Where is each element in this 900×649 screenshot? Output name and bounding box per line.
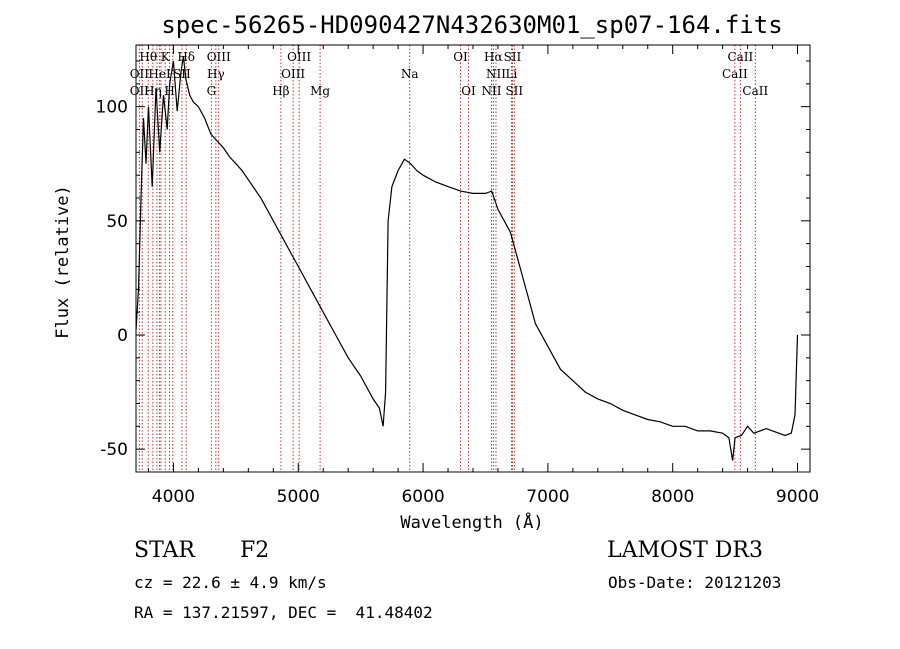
spectral-line-label: K <box>161 50 171 64</box>
spectral-line-label: OIII <box>207 50 231 64</box>
spectral-line-label: SII <box>505 84 523 98</box>
x-tick-label: 7000 <box>526 487 569 507</box>
spectral-line-label: Hβ <box>272 84 289 98</box>
spectral-line-label: NII <box>486 67 506 81</box>
x-tick-label: 8000 <box>651 487 694 507</box>
spectral-line-label: HeI <box>148 67 171 81</box>
spectral-line-label: OI <box>453 50 468 64</box>
spectral-line-label: NII <box>481 84 501 98</box>
y-tick-label: -50 <box>100 440 128 460</box>
x-axis-label: Wavelength (Å) <box>400 511 543 533</box>
y-tick-label: 0 <box>117 326 128 346</box>
subclass-label: F2 <box>240 538 270 563</box>
spectral-line-label: Mg <box>310 84 330 98</box>
spectral-line-label: OI <box>461 84 476 98</box>
spectral-line-label: OII <box>130 84 150 98</box>
spectral-line-label: Na <box>401 67 419 81</box>
line-marker-group <box>138 45 756 472</box>
spectral-line-label: SII <box>504 50 522 64</box>
y-tick-label: 50 <box>106 212 128 232</box>
class-label: STAR <box>134 538 195 563</box>
spectral-line-label: Hγ <box>207 67 225 81</box>
spectral-line-label: OII <box>130 67 150 81</box>
coordinates-readout: RA = 137.21597, DEC = 41.48402 <box>134 603 433 622</box>
spectral-line-label: G <box>207 84 217 98</box>
spectral-line-label: Hη <box>144 84 162 98</box>
survey-label: LAMOST DR3 <box>607 538 763 563</box>
chart-title: spec-56265-HD090427N432630M01_sp07-164.f… <box>161 11 782 39</box>
spectral-line-label: OIII <box>281 67 305 81</box>
x-tick-label: 6000 <box>401 487 444 507</box>
y-axis-ticks: -50 0 50 100 <box>96 60 810 473</box>
x-tick-label: 5000 <box>277 487 320 507</box>
spectral-line-label: CaII <box>722 67 748 81</box>
plot-frame <box>135 44 811 473</box>
spectral-line-label: OIII <box>287 50 311 64</box>
spectral-line-label: SII <box>173 67 191 81</box>
spectral-line-label: CaII <box>727 50 753 64</box>
spectral-line-label: Li <box>506 67 518 81</box>
x-tick-label: 9000 <box>776 487 819 507</box>
x-tick-label: 4000 <box>152 487 195 507</box>
spectrum-series-line <box>135 56 799 461</box>
spectral-line-label: Hθ <box>139 50 157 64</box>
spectral-line-label: Hδ <box>177 50 195 64</box>
spectral-line-label: Hα <box>484 50 503 64</box>
y-tick-label: 100 <box>96 98 128 118</box>
redshift-readout: cz = 22.6 ± 4.9 km/s <box>134 573 327 592</box>
x-axis-ticks: 4000 5000 6000 7000 8000 9000 <box>147 45 819 507</box>
y-axis-label: Flux (relative) <box>53 185 73 339</box>
spectral-line-label: CaII <box>742 84 768 98</box>
obs-date-readout: Obs-Date: 20121203 <box>608 573 782 592</box>
